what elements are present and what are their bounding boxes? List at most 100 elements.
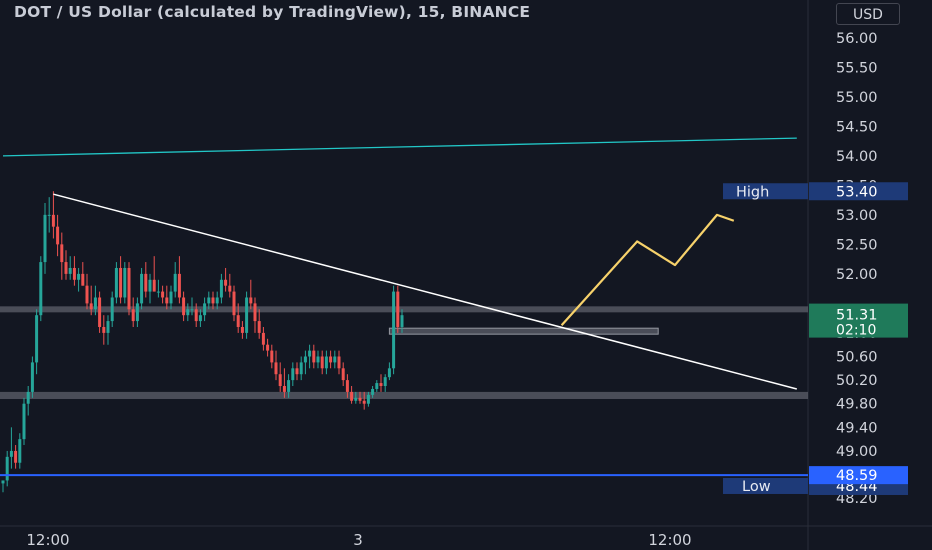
candle-body — [270, 350, 274, 363]
candle-body — [392, 291, 396, 369]
candle-body — [371, 388, 375, 395]
candle-body — [93, 297, 97, 310]
candle-body — [329, 356, 333, 363]
price-tick-label: 52.50 — [836, 237, 878, 253]
support-resistance-zone — [0, 391, 808, 399]
high-label-text: High — [736, 184, 769, 200]
current-price-text: 51.31 — [836, 308, 878, 324]
currency-button[interactable]: USD — [836, 3, 900, 25]
candle-body — [224, 279, 228, 286]
candle-body — [396, 291, 400, 327]
candle-body — [81, 273, 85, 286]
candle-body — [148, 279, 152, 292]
candle-body — [165, 297, 169, 304]
candle-body — [186, 309, 190, 316]
price-tick-label: 49.80 — [836, 397, 878, 413]
chart-title: DOT / US Dollar (calculated by TradingVi… — [14, 3, 531, 21]
candle-body — [156, 291, 160, 293]
price-tick-label: 54.50 — [836, 119, 878, 135]
candle-body — [106, 321, 110, 333]
candle-body — [295, 368, 299, 375]
candle-body — [119, 267, 123, 298]
price-tick-label: 49.00 — [836, 444, 878, 460]
low-label-text: Low — [742, 479, 771, 495]
price-tick-label: 55.00 — [836, 90, 878, 106]
candle-body — [219, 279, 223, 298]
candle-body — [350, 391, 354, 401]
candle-body — [245, 297, 249, 333]
price-tick-label: 49.40 — [836, 420, 878, 436]
candle-body — [56, 226, 60, 245]
candle-body — [123, 267, 127, 298]
candle-body — [366, 394, 370, 404]
candle-body — [291, 368, 295, 381]
candle-body — [51, 214, 55, 227]
candle-body — [240, 326, 244, 333]
candle-body — [173, 273, 177, 292]
candle-body — [169, 291, 173, 304]
candle-body — [102, 326, 106, 333]
time-tick-label: 12:00 — [648, 531, 691, 549]
candle-body — [35, 315, 39, 363]
time-tick-label: 3 — [353, 531, 363, 549]
candle-body — [287, 380, 291, 392]
candle-body — [135, 303, 139, 322]
candle-body — [18, 439, 22, 463]
candle-body — [9, 450, 13, 457]
candle-body — [60, 244, 64, 263]
candle-body — [77, 273, 81, 280]
candle-body — [278, 374, 282, 387]
candle-body — [203, 303, 207, 316]
candle-body — [14, 450, 18, 463]
descending-trendline — [53, 193, 797, 390]
low-label-box — [723, 477, 808, 494]
projection-arrow — [560, 213, 735, 326]
candle-body — [261, 332, 265, 345]
candle-body — [30, 362, 34, 392]
candle-body — [333, 356, 337, 363]
candle-body — [320, 356, 324, 369]
price-tick-label: 55.50 — [836, 60, 878, 76]
current-price-box — [809, 303, 908, 338]
candle-body — [324, 356, 328, 369]
candle-body — [22, 403, 26, 440]
candle-body — [341, 368, 345, 381]
candle-body — [47, 214, 51, 216]
candle-body — [140, 273, 144, 304]
high-value-text: 53.40 — [836, 184, 878, 200]
candle-body — [182, 297, 186, 316]
level-value-text: 48.59 — [836, 468, 878, 484]
high-value-box — [809, 182, 908, 201]
support-resistance-zone — [0, 306, 808, 313]
candle-body — [144, 273, 148, 292]
candle-body — [358, 397, 362, 401]
candle-body — [282, 386, 286, 392]
candle-body — [308, 350, 312, 357]
candle-body — [1, 480, 5, 484]
price-tick-label: 52.00 — [836, 267, 878, 283]
candle-body — [64, 262, 68, 274]
candle-body — [68, 267, 72, 274]
candle-body — [228, 285, 232, 292]
candle-body — [39, 262, 43, 316]
candle-body — [215, 297, 219, 304]
candle-body — [236, 315, 240, 327]
price-tick-label: 53.00 — [836, 208, 878, 224]
candle-body — [387, 368, 391, 378]
candle-body — [110, 297, 114, 322]
candle-body — [85, 285, 89, 304]
candle-body — [190, 309, 194, 311]
channel-line — [2, 137, 797, 157]
candle-body — [312, 350, 316, 363]
candle-body — [198, 315, 202, 322]
time-tick-label: 12:00 — [26, 531, 69, 549]
candle-body — [257, 321, 261, 333]
candle-body — [5, 456, 9, 481]
candle-body — [316, 356, 320, 363]
high-label-box — [723, 183, 808, 200]
candle-body — [194, 309, 198, 322]
candle-body — [127, 267, 131, 310]
support-resistance-zone — [388, 327, 659, 335]
